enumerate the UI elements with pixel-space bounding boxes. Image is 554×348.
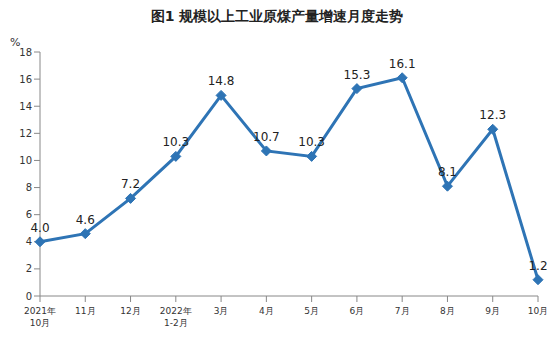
svg-text:10.3: 10.3: [298, 135, 325, 149]
svg-text:11月: 11月: [75, 306, 95, 316]
svg-text:5月: 5月: [304, 306, 319, 316]
svg-text:10月: 10月: [528, 306, 546, 316]
svg-text:16.1: 16.1: [389, 57, 416, 71]
svg-text:6: 6: [26, 209, 32, 220]
svg-text:4.0: 4.0: [30, 221, 49, 235]
svg-text:8.1: 8.1: [438, 165, 457, 179]
svg-text:16: 16: [19, 74, 32, 85]
svg-text:12.3: 12.3: [479, 108, 506, 122]
svg-text:0: 0: [26, 291, 32, 302]
svg-text:2022年: 2022年: [160, 306, 192, 316]
svg-text:14.8: 14.8: [208, 74, 235, 88]
svg-text:10.7: 10.7: [253, 130, 280, 144]
svg-text:12月: 12月: [120, 306, 140, 316]
svg-text:7月: 7月: [395, 306, 410, 316]
svg-text:10月: 10月: [30, 318, 50, 328]
svg-text:2021年: 2021年: [24, 306, 56, 316]
svg-text:4: 4: [26, 236, 32, 247]
svg-text:18: 18: [19, 47, 32, 58]
svg-text:8月: 8月: [440, 306, 455, 316]
svg-text:7.2: 7.2: [121, 177, 140, 191]
svg-text:1.2: 1.2: [528, 259, 546, 273]
svg-text:12: 12: [19, 128, 32, 139]
svg-text:1-2月: 1-2月: [164, 318, 188, 328]
svg-text:9月: 9月: [485, 306, 500, 316]
svg-text:10: 10: [19, 155, 32, 166]
svg-text:4月: 4月: [259, 306, 274, 316]
html-text:图1 规模以上工业原煤产量增速月度走势: 图1 规模以上工业原煤产量增速月度走势: [150, 8, 404, 24]
svg-text:4.6: 4.6: [76, 213, 95, 227]
svg-text:3月: 3月: [214, 306, 229, 316]
svg-text:8: 8: [26, 182, 32, 193]
svg-text:15.3: 15.3: [344, 68, 371, 82]
svg-text:2: 2: [26, 263, 32, 274]
svg-text:6月: 6月: [350, 306, 365, 316]
svg-text:10.3: 10.3: [162, 135, 189, 149]
svg-text:14: 14: [19, 101, 32, 112]
